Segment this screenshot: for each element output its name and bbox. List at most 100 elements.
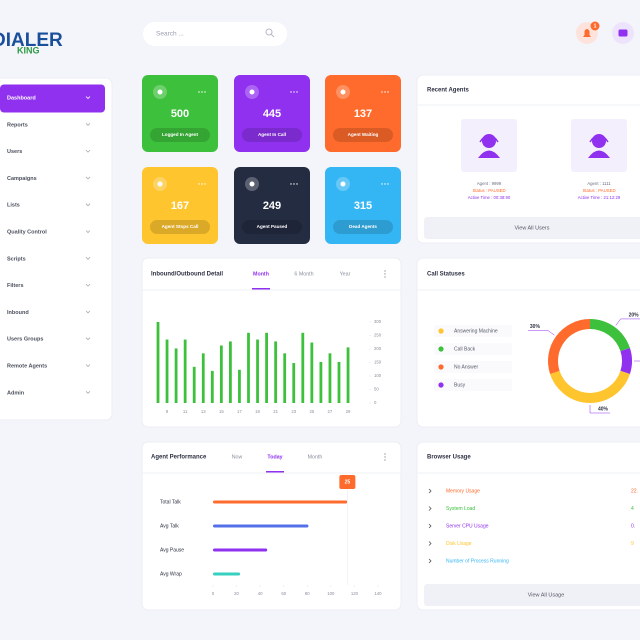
sidebar-item[interactable]: Filters: [7, 283, 24, 289]
tab[interactable]: Month: [308, 454, 323, 460]
menu-dot[interactable]: [204, 91, 206, 93]
menu-dot[interactable]: [296, 91, 298, 93]
menu-dot[interactable]: [381, 91, 383, 93]
menu-dot[interactable]: [384, 456, 386, 458]
menu-dot[interactable]: [201, 183, 203, 185]
menu-dot[interactable]: [293, 91, 295, 93]
sidebar-item[interactable]: Lists: [7, 203, 20, 209]
value-label: 20%: [629, 312, 640, 318]
tab[interactable]: 6 Month: [294, 271, 313, 277]
stat-pill: [333, 128, 393, 142]
chevron: [85, 310, 91, 314]
panel-title: Recent Agents: [427, 88, 469, 94]
tab[interactable]: Today: [267, 454, 282, 460]
usage-label[interactable]: System Load: [446, 506, 475, 512]
avatar: [482, 134, 496, 148]
bar: [201, 353, 205, 403]
menu-dot[interactable]: [198, 183, 200, 185]
stat-icon: [157, 181, 163, 187]
legend-dot: [438, 382, 444, 388]
sidebar-item[interactable]: Inbound: [7, 310, 29, 316]
message-icon: [618, 29, 628, 37]
bar: [229, 341, 232, 403]
x-tick-label: 60: [281, 591, 286, 596]
menu-dot[interactable]: [201, 91, 203, 93]
menu-dot[interactable]: [293, 183, 295, 185]
menu-dot[interactable]: [290, 91, 292, 93]
menu-dot[interactable]: [296, 183, 298, 185]
sidebar-item[interactable]: Dashboard: [7, 95, 36, 101]
sidebar-item[interactable]: Reports: [7, 122, 28, 128]
headset: [589, 134, 609, 143]
x-tick-label: 13: [201, 409, 206, 414]
sidebar-item[interactable]: Users Groups: [7, 337, 43, 343]
button[interactable]: [424, 217, 640, 239]
y-tick-label: Total Talk: [160, 499, 181, 505]
menu-dot[interactable]: [384, 273, 386, 275]
sidebar-item[interactable]: Admin: [7, 390, 25, 396]
tab[interactable]: Now: [232, 454, 243, 460]
menu-dot[interactable]: [384, 183, 386, 185]
leader-line: [615, 318, 621, 326]
y-tick-label: 150: [374, 360, 382, 365]
bar: [183, 339, 187, 403]
usage-label[interactable]: Disk Usage: [446, 541, 472, 547]
stat-value: 315: [354, 200, 372, 212]
menu-dot[interactable]: [290, 183, 292, 185]
sidebar-item[interactable]: Remote Agents: [7, 363, 47, 369]
menu-dot[interactable]: [387, 91, 389, 93]
x-tick-label: 9: [166, 409, 169, 414]
y-tick-label: 250: [374, 333, 382, 338]
menu-dot[interactable]: [384, 276, 386, 278]
stat-pill: [333, 220, 393, 234]
tab-underline: [266, 471, 284, 473]
usage-label[interactable]: Server CPU Usage: [446, 523, 489, 529]
donut-segment: [547, 319, 590, 374]
menu-dot[interactable]: [387, 183, 389, 185]
sidebar-item[interactable]: Campaigns: [7, 176, 37, 182]
tab[interactable]: Month: [253, 271, 269, 277]
bar: [265, 332, 268, 403]
bar: [192, 366, 196, 403]
avatar: [592, 134, 606, 148]
stat-value: 167: [171, 200, 189, 212]
button-label[interactable]: View All Usage: [528, 592, 565, 598]
sidebar-item[interactable]: Users: [7, 149, 22, 155]
agent-time: Active Time : 21:12:29: [578, 195, 621, 200]
bar: [301, 332, 305, 403]
panel: [416, 441, 640, 611]
button[interactable]: [424, 584, 640, 606]
logo-subtext: KING: [17, 45, 40, 55]
legend-bg: [434, 379, 512, 391]
chevron: [85, 176, 91, 180]
annotation: 25: [345, 479, 351, 485]
menu-dot[interactable]: [384, 459, 386, 461]
y-tick-label: 50: [374, 387, 379, 392]
bar: [165, 339, 169, 403]
stat-value: 500: [171, 108, 189, 120]
tab[interactable]: Year: [340, 271, 351, 277]
menu-dot[interactable]: [198, 91, 200, 93]
annotation-badge: [339, 475, 356, 489]
search-box[interactable]: [143, 22, 287, 46]
menu-dot[interactable]: [384, 91, 386, 93]
agent-status: Status : PAUSED: [472, 188, 505, 193]
search-icon: [265, 28, 273, 36]
menu-dot[interactable]: [384, 453, 386, 455]
menu-dot[interactable]: [384, 270, 386, 272]
stat-label: Agent Waiting: [348, 132, 379, 137]
menu-dot[interactable]: [204, 183, 206, 185]
x-tick-label: 25: [309, 409, 314, 414]
usage-label[interactable]: Number of Process Running: [446, 558, 509, 564]
usage-label[interactable]: Memory Usage: [446, 488, 480, 494]
menu-dot[interactable]: [381, 183, 383, 185]
stat-pill: [242, 128, 302, 142]
bar: [292, 363, 296, 403]
panel-title: Inbound/Outbound Detail: [151, 272, 223, 278]
y-tick-label: 300: [374, 319, 382, 324]
sidebar-item[interactable]: Quality Control: [7, 229, 47, 235]
button-label[interactable]: View All Users: [514, 225, 549, 231]
bar: [210, 370, 214, 403]
sidebar-item[interactable]: Scripts: [7, 256, 26, 262]
legend-dot: [438, 346, 444, 352]
